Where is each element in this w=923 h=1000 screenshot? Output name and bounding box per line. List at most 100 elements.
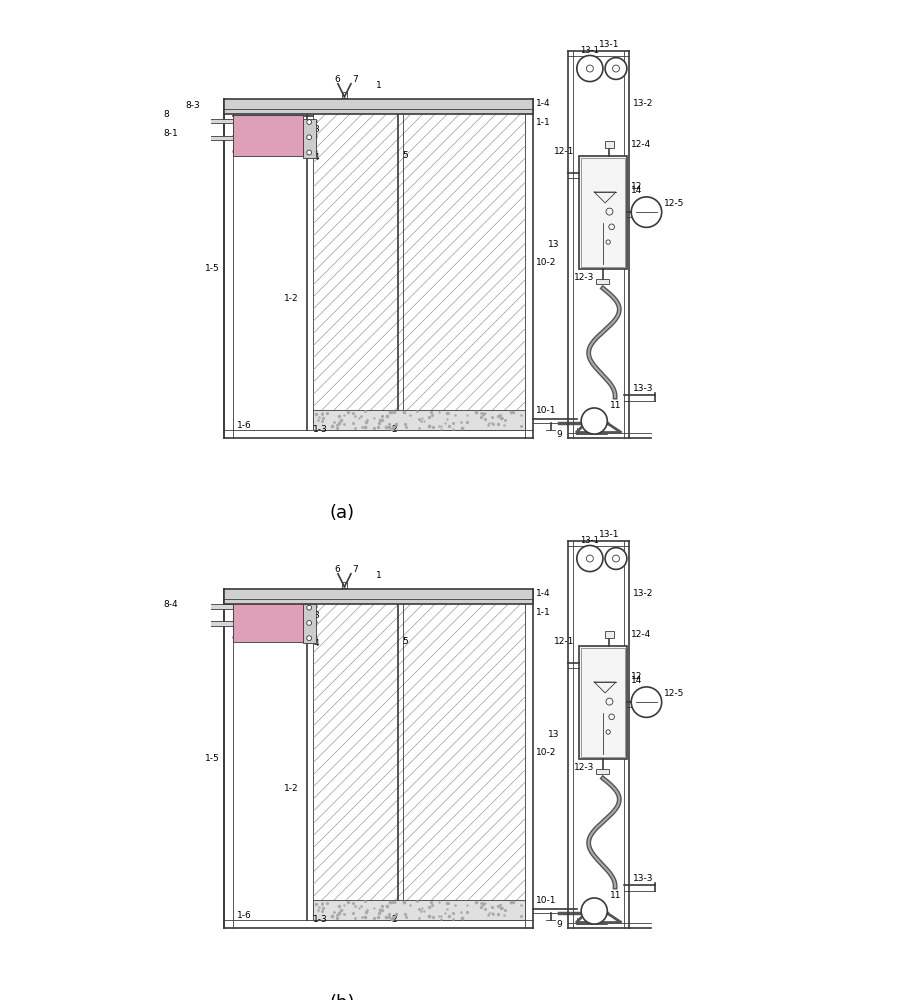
Bar [581, 158, 625, 267]
Text: 1: 1 [376, 81, 382, 90]
Bar [159, 604, 233, 609]
Text: 10-2: 10-2 [535, 258, 556, 267]
Bar [579, 646, 627, 759]
Text: 1-3: 1-3 [313, 915, 328, 924]
Text: 4: 4 [314, 153, 319, 162]
Text: 8-3: 8-3 [186, 101, 200, 110]
Text: 8-4: 8-4 [163, 600, 178, 609]
Text: 13-1: 13-1 [581, 536, 599, 545]
Circle shape [631, 687, 662, 717]
Bar [233, 601, 303, 642]
Circle shape [586, 65, 593, 72]
Text: 12-5: 12-5 [664, 199, 684, 208]
Circle shape [306, 135, 312, 140]
Circle shape [306, 120, 312, 124]
Text: 5: 5 [402, 637, 409, 646]
Text: 14: 14 [631, 186, 642, 195]
Text: (a): (a) [330, 504, 354, 522]
Text: 8-6: 8-6 [263, 621, 278, 630]
Bar [313, 410, 524, 430]
Text: 5: 5 [402, 151, 409, 160]
Text: 13: 13 [548, 240, 559, 249]
Text: 7: 7 [353, 565, 358, 574]
Text: 3: 3 [314, 125, 319, 134]
Circle shape [586, 555, 593, 562]
Text: 8-2: 8-2 [263, 136, 278, 145]
Text: 9: 9 [557, 920, 562, 929]
Text: 13-2: 13-2 [633, 589, 653, 598]
Circle shape [605, 548, 627, 569]
Circle shape [306, 636, 312, 641]
Bar [303, 119, 316, 158]
Text: 13-3: 13-3 [633, 384, 653, 393]
Text: 6: 6 [334, 75, 340, 84]
Text: 13-1: 13-1 [581, 46, 599, 55]
Circle shape [306, 621, 312, 625]
Bar [342, 582, 347, 588]
Text: 11: 11 [609, 401, 621, 410]
Bar [224, 589, 533, 604]
Circle shape [605, 58, 627, 79]
Text: 13-1: 13-1 [599, 530, 619, 539]
Text: 1-4: 1-4 [535, 589, 550, 598]
Text: 12-1: 12-1 [555, 147, 575, 156]
Text: 1-2: 1-2 [283, 294, 298, 303]
Text: 13: 13 [548, 730, 559, 739]
Text: 1-4: 1-4 [535, 99, 550, 108]
Text: 13-2: 13-2 [633, 99, 653, 108]
Text: 1-2: 1-2 [283, 784, 298, 793]
Text: 1-6: 1-6 [237, 421, 252, 430]
Circle shape [581, 898, 607, 924]
Circle shape [613, 65, 619, 72]
Text: 2: 2 [391, 915, 397, 924]
Text: 12-3: 12-3 [574, 763, 594, 772]
Text: 13-1: 13-1 [599, 40, 619, 49]
Text: 1-5: 1-5 [205, 754, 220, 763]
Bar [605, 141, 614, 148]
Bar [313, 114, 524, 430]
Circle shape [581, 408, 607, 434]
Bar [159, 136, 250, 140]
Bar [596, 279, 609, 284]
Text: 10-1: 10-1 [535, 406, 556, 415]
Text: 7: 7 [353, 75, 358, 84]
Bar [579, 156, 627, 269]
Circle shape [306, 150, 312, 155]
Text: 8-1: 8-1 [163, 129, 178, 138]
Circle shape [577, 545, 603, 572]
Text: 11: 11 [609, 891, 621, 900]
Bar [605, 631, 614, 638]
Text: 12: 12 [631, 672, 642, 681]
Circle shape [631, 197, 662, 227]
Text: 6: 6 [334, 565, 340, 574]
Text: 12-3: 12-3 [574, 273, 594, 282]
Text: 12-2: 12-2 [583, 229, 604, 238]
Text: 13-3: 13-3 [633, 874, 653, 883]
Bar [233, 115, 303, 156]
Text: 8: 8 [163, 110, 169, 119]
Text: 10-2: 10-2 [535, 748, 556, 757]
Bar [581, 648, 625, 757]
Circle shape [577, 55, 603, 82]
Bar [342, 92, 347, 98]
Text: 12-1: 12-1 [555, 637, 575, 646]
Text: 12-4: 12-4 [631, 140, 652, 149]
Text: 2: 2 [391, 425, 397, 434]
Text: 8-5: 8-5 [242, 589, 257, 598]
Text: 12-4: 12-4 [631, 630, 652, 639]
Circle shape [306, 605, 312, 610]
Text: 1-1: 1-1 [535, 118, 550, 127]
Text: 9: 9 [557, 430, 562, 439]
Text: 3: 3 [314, 611, 319, 620]
Circle shape [613, 555, 619, 562]
Text: 10-1: 10-1 [535, 896, 556, 905]
Bar [313, 604, 524, 920]
Text: 4: 4 [314, 639, 319, 648]
Text: 14: 14 [631, 676, 642, 685]
Bar [303, 604, 316, 643]
Text: 12-2: 12-2 [583, 719, 604, 728]
Text: 1-5: 1-5 [205, 264, 220, 273]
Bar [159, 119, 233, 123]
Bar [224, 99, 533, 114]
Text: 12-5: 12-5 [664, 689, 684, 698]
